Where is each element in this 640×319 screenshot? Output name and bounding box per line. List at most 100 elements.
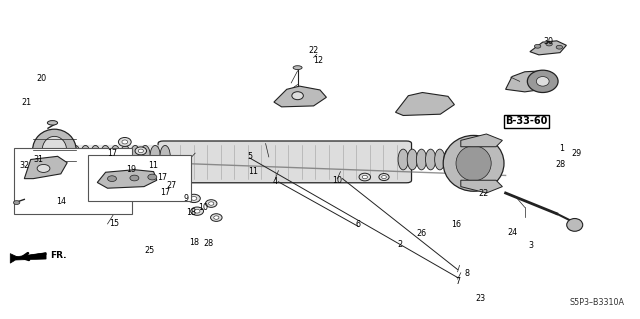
Polygon shape — [10, 254, 19, 263]
Polygon shape — [97, 170, 157, 188]
Ellipse shape — [381, 175, 387, 179]
Polygon shape — [396, 93, 454, 115]
Text: 3: 3 — [529, 241, 534, 250]
Ellipse shape — [209, 202, 214, 205]
Ellipse shape — [556, 45, 563, 49]
Text: 5: 5 — [247, 152, 252, 161]
Polygon shape — [530, 41, 566, 55]
Ellipse shape — [359, 173, 371, 181]
Text: 17: 17 — [160, 189, 170, 197]
Ellipse shape — [214, 216, 219, 219]
Ellipse shape — [148, 174, 157, 180]
Ellipse shape — [132, 160, 137, 163]
Ellipse shape — [81, 145, 91, 167]
Ellipse shape — [444, 149, 454, 170]
Text: 7: 7 — [455, 277, 460, 286]
Text: 14: 14 — [56, 197, 66, 206]
Text: 21: 21 — [22, 98, 32, 107]
Ellipse shape — [453, 149, 463, 170]
Ellipse shape — [108, 176, 116, 182]
Ellipse shape — [205, 200, 217, 207]
Ellipse shape — [90, 145, 100, 167]
Ellipse shape — [567, 219, 583, 231]
Ellipse shape — [130, 175, 139, 181]
Text: 2: 2 — [397, 240, 403, 249]
FancyBboxPatch shape — [158, 141, 412, 183]
Text: 4: 4 — [273, 177, 278, 186]
Text: 11: 11 — [148, 161, 159, 170]
Text: 1: 1 — [559, 144, 564, 153]
Ellipse shape — [118, 137, 131, 146]
Text: 18: 18 — [189, 238, 199, 247]
Text: FR.: FR. — [50, 251, 67, 260]
Polygon shape — [461, 180, 502, 193]
Ellipse shape — [417, 149, 427, 170]
Bar — [14, 148, 132, 214]
Text: 11: 11 — [248, 167, 258, 176]
Ellipse shape — [379, 174, 389, 181]
Ellipse shape — [527, 70, 558, 93]
Polygon shape — [24, 156, 67, 179]
Polygon shape — [506, 71, 550, 92]
Text: 16: 16 — [451, 220, 461, 229]
Text: 28: 28 — [203, 239, 213, 248]
Ellipse shape — [13, 201, 20, 204]
Text: B-33-60: B-33-60 — [506, 116, 548, 126]
Text: 10: 10 — [198, 203, 209, 212]
Polygon shape — [461, 134, 502, 147]
Ellipse shape — [462, 149, 472, 170]
Text: 19: 19 — [126, 165, 136, 174]
Text: 20: 20 — [36, 74, 46, 83]
Ellipse shape — [362, 175, 367, 179]
Ellipse shape — [42, 137, 67, 163]
Ellipse shape — [211, 214, 222, 221]
Polygon shape — [274, 86, 326, 107]
Text: 17: 17 — [107, 149, 117, 158]
Ellipse shape — [426, 149, 436, 170]
Text: 29: 29 — [571, 149, 581, 158]
Ellipse shape — [188, 194, 200, 203]
Ellipse shape — [456, 146, 492, 181]
Ellipse shape — [195, 209, 200, 213]
Text: 12: 12 — [313, 56, 323, 65]
Text: 28: 28 — [555, 160, 565, 169]
Text: 30: 30 — [543, 37, 554, 46]
Text: 22: 22 — [308, 46, 319, 55]
Text: 27: 27 — [166, 181, 177, 189]
Ellipse shape — [70, 145, 81, 167]
Text: S5P3–B3310A: S5P3–B3310A — [569, 298, 624, 307]
Text: 22: 22 — [478, 189, 488, 198]
Ellipse shape — [191, 197, 197, 200]
Polygon shape — [16, 253, 46, 260]
Bar — [88, 155, 191, 201]
Ellipse shape — [47, 121, 58, 125]
Text: 9: 9 — [183, 194, 188, 203]
Ellipse shape — [100, 145, 111, 167]
Text: 13: 13 — [516, 122, 527, 130]
Text: 25: 25 — [144, 246, 154, 255]
Ellipse shape — [546, 42, 552, 46]
Text: 15: 15 — [109, 219, 119, 228]
Ellipse shape — [435, 149, 445, 170]
Text: 23: 23 — [475, 294, 485, 303]
Ellipse shape — [110, 145, 120, 167]
Text: 8: 8 — [465, 269, 470, 278]
Ellipse shape — [160, 145, 170, 167]
Ellipse shape — [120, 145, 131, 167]
Text: 10: 10 — [332, 176, 342, 185]
Ellipse shape — [534, 44, 541, 48]
Ellipse shape — [33, 129, 76, 171]
Ellipse shape — [293, 66, 302, 70]
Ellipse shape — [292, 92, 303, 100]
Ellipse shape — [398, 149, 408, 170]
Ellipse shape — [17, 191, 31, 200]
Polygon shape — [90, 182, 118, 191]
Ellipse shape — [407, 149, 417, 170]
Ellipse shape — [130, 145, 140, 167]
Ellipse shape — [444, 136, 504, 191]
Ellipse shape — [135, 147, 147, 155]
Ellipse shape — [122, 140, 128, 144]
Text: 24: 24 — [507, 228, 517, 237]
Text: 17: 17 — [157, 173, 167, 182]
Text: 26: 26 — [416, 229, 426, 238]
